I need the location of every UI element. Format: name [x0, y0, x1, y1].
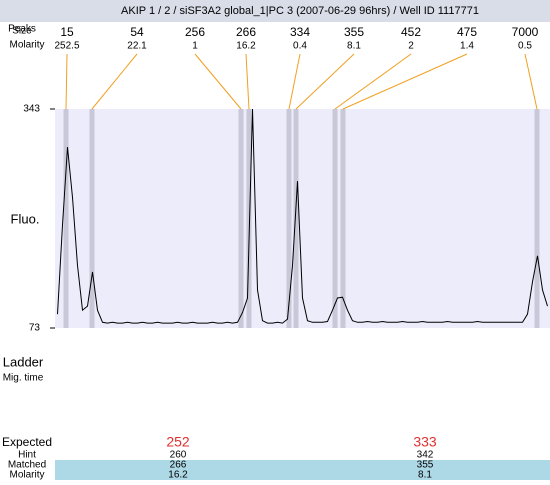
molarity-label: Molarity — [9, 40, 44, 51]
row-label: Hint — [18, 450, 36, 461]
peak-band — [332, 109, 338, 328]
row-label: Molarity — [9, 470, 44, 480]
row-value: 355 — [417, 460, 434, 471]
peak-connector — [65, 53, 68, 110]
peak-band — [246, 109, 252, 328]
peak-connector — [288, 53, 301, 110]
peak-molarity: 252.5 — [54, 41, 79, 52]
ladder-label: Ladder — [3, 354, 44, 369]
peak-size: 266 — [236, 25, 256, 39]
title: AKIP 1 / 2 / siSF3A2 global_1|PC 3 (2007… — [121, 5, 479, 17]
peaks-label: Peaks — [8, 24, 36, 35]
mig-label: Mig. time — [3, 373, 44, 384]
peak-molarity: 1.4 — [460, 41, 474, 52]
peak-band — [340, 109, 346, 328]
row-value: 342 — [417, 450, 434, 461]
peak-size: 256 — [185, 25, 205, 39]
trace — [57, 108, 548, 324]
row-value: 8.1 — [418, 470, 432, 480]
peak-connector — [342, 53, 468, 110]
peak-size: 355 — [344, 25, 364, 39]
peak-size: 15 — [60, 25, 74, 39]
expected-value: 252 — [166, 434, 190, 450]
y-label: Fluo. — [11, 211, 40, 226]
row-label: Matched — [8, 460, 46, 471]
peak-connector — [295, 53, 355, 110]
title-bar — [0, 0, 550, 22]
peak-size: 54 — [130, 25, 144, 39]
row-value: 260 — [170, 450, 187, 461]
peak-molarity: 8.1 — [347, 41, 361, 52]
peak-molarity: 22.1 — [127, 41, 147, 52]
matched-band — [55, 460, 550, 480]
peak-molarity: 0.4 — [293, 41, 307, 52]
peak-connector — [194, 53, 242, 110]
peak-molarity: 1 — [192, 41, 198, 52]
row-value: 266 — [170, 460, 187, 471]
peak-band — [534, 109, 540, 328]
peak-band — [63, 109, 69, 328]
peak-connector — [334, 53, 412, 110]
expected-value: 333 — [413, 434, 437, 450]
peak-size: 7000 — [512, 25, 539, 39]
peak-band — [286, 109, 292, 328]
peak-size: 334 — [290, 25, 310, 39]
peak-band — [89, 109, 95, 328]
peak-band — [238, 109, 244, 328]
y-tick-label: 73 — [29, 323, 41, 334]
size-label: Size — [12, 26, 32, 37]
y-tick-label: 343 — [23, 104, 40, 115]
peak-connector — [91, 53, 138, 110]
peak-band — [293, 109, 299, 328]
peak-connector — [245, 53, 250, 110]
peak-size: 475 — [457, 25, 477, 39]
peak-connector — [524, 53, 538, 110]
row-value: 16.2 — [168, 470, 188, 480]
peak-molarity: 0.5 — [518, 41, 532, 52]
peak-size: 452 — [401, 25, 421, 39]
expected-label: Expected — [2, 435, 52, 449]
peak-molarity: 16.2 — [236, 41, 256, 52]
peak-molarity: 2 — [408, 41, 414, 52]
